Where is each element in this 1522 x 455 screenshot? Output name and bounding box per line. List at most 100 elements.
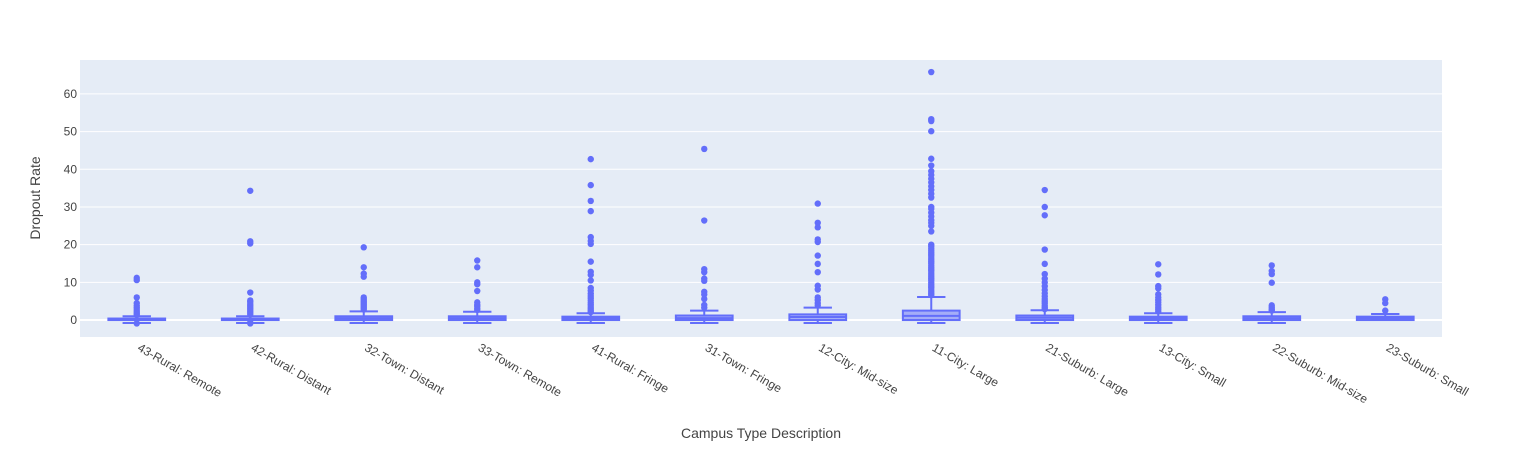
outlier-point bbox=[247, 289, 254, 296]
y-tick-label: 0 bbox=[70, 313, 77, 327]
x-tick-label: 23-Suburb: Small bbox=[1384, 340, 1471, 398]
plot-background bbox=[80, 60, 1442, 337]
outlier-point bbox=[701, 304, 708, 311]
outlier-point bbox=[247, 311, 254, 318]
outlier-point bbox=[587, 181, 594, 189]
box-4 bbox=[447, 257, 507, 325]
y-axis-title: Dropout Rate bbox=[27, 156, 43, 239]
x-tick-label: 22-Suburb: Mid-size bbox=[1270, 340, 1370, 406]
outlier-point bbox=[474, 287, 481, 295]
outlier-point bbox=[360, 264, 367, 271]
outlier-point bbox=[587, 240, 594, 248]
outlier-point bbox=[814, 302, 821, 309]
outlier-point bbox=[814, 268, 821, 276]
outlier-point bbox=[1041, 305, 1048, 313]
outlier-point bbox=[1041, 212, 1048, 219]
box-1 bbox=[107, 274, 167, 327]
outlier-point bbox=[474, 306, 481, 314]
outlier-point bbox=[701, 291, 708, 298]
outlier-point bbox=[1268, 270, 1275, 278]
outlier-point bbox=[1382, 307, 1389, 314]
outlier-point bbox=[928, 117, 935, 125]
outlier-point bbox=[474, 281, 481, 288]
outlier-point bbox=[928, 155, 935, 162]
box-7 bbox=[788, 200, 848, 325]
outlier-point bbox=[587, 308, 594, 316]
x-tick-label: 13-City: Small bbox=[1157, 340, 1229, 389]
y-tick-labels: 0 10 20 30 40 50 60 bbox=[64, 87, 78, 327]
x-tick-label: 42-Rural: Distant bbox=[249, 340, 335, 397]
outlier-point bbox=[474, 264, 481, 271]
outlier-point bbox=[1041, 186, 1048, 194]
outlier-point bbox=[360, 273, 367, 280]
outlier-point bbox=[814, 200, 821, 207]
x-tick-label: 33-Town: Remote bbox=[476, 340, 565, 399]
outlier-point bbox=[474, 257, 481, 264]
outlier-point bbox=[1382, 299, 1389, 307]
outlier-point bbox=[701, 295, 708, 303]
outlier-point bbox=[814, 286, 821, 293]
x-tick-labels: 43-Rural: Remote 42-Rural: Distant 32-Town… bbox=[135, 340, 1471, 406]
outlier-point bbox=[1041, 260, 1048, 268]
box-2 bbox=[220, 187, 280, 327]
box-10 bbox=[1128, 261, 1188, 325]
x-axis-title: Campus Type Description bbox=[681, 425, 841, 441]
outlier-point bbox=[928, 291, 935, 299]
outlier-point bbox=[133, 311, 140, 318]
outlier-point bbox=[247, 187, 254, 194]
outlier-point bbox=[701, 145, 708, 153]
outlier-point bbox=[133, 276, 140, 284]
outlier-point bbox=[247, 240, 254, 247]
outlier-point bbox=[701, 217, 708, 224]
y-tick-label: 30 bbox=[64, 200, 78, 214]
outlier-point bbox=[928, 228, 935, 235]
outlier-point bbox=[701, 277, 708, 285]
outlier-point bbox=[814, 238, 821, 246]
outlier-point bbox=[1041, 246, 1048, 253]
outlier-point bbox=[587, 155, 594, 163]
box-6 bbox=[674, 145, 734, 325]
gridlines bbox=[80, 93, 1442, 322]
y-tick-label: 20 bbox=[64, 238, 78, 252]
y-tick-label: 60 bbox=[64, 87, 78, 101]
outlier-point bbox=[587, 277, 594, 284]
outlier-point bbox=[1155, 261, 1162, 268]
y-tick-label: 50 bbox=[64, 125, 78, 139]
outlier-point bbox=[928, 128, 935, 135]
x-tick-label: 41-Rural: Fringe bbox=[589, 340, 671, 396]
outlier-point bbox=[247, 320, 254, 327]
outlier-point bbox=[1041, 203, 1048, 211]
box-12 bbox=[1355, 296, 1415, 322]
x-tick-label: 11-City: Large bbox=[930, 340, 1002, 390]
y-tick-label: 10 bbox=[64, 275, 78, 289]
box-9 bbox=[1015, 186, 1075, 325]
x-tick-label: 31-Town: Fringe bbox=[703, 340, 785, 395]
outlier-point bbox=[928, 194, 935, 201]
outlier-point bbox=[587, 258, 594, 265]
outlier-point bbox=[814, 224, 821, 231]
outlier-point bbox=[360, 306, 367, 313]
outlier-point bbox=[701, 268, 708, 276]
outlier-point bbox=[587, 207, 594, 215]
outlier-point bbox=[133, 294, 140, 301]
outlier-point bbox=[928, 68, 935, 76]
outlier-point bbox=[928, 162, 935, 169]
outlier-point bbox=[133, 320, 140, 327]
y-tick-label: 40 bbox=[64, 162, 78, 176]
outlier-point bbox=[587, 197, 594, 205]
box-3 bbox=[334, 244, 394, 325]
outlier-point bbox=[1155, 271, 1162, 278]
boxes bbox=[107, 68, 1415, 327]
outlier-point bbox=[587, 271, 594, 279]
box-8 bbox=[901, 68, 961, 325]
outlier-point bbox=[360, 244, 367, 251]
outlier-point bbox=[814, 260, 821, 268]
x-tick-label: 12-City: Mid-size bbox=[816, 340, 901, 397]
outlier-point bbox=[928, 222, 935, 230]
outlier-point bbox=[814, 219, 821, 227]
x-tick-label: 32-Town: Distant bbox=[362, 340, 447, 397]
outlier-point bbox=[1155, 308, 1162, 315]
x-tick-label: 43-Rural: Remote bbox=[135, 340, 224, 400]
